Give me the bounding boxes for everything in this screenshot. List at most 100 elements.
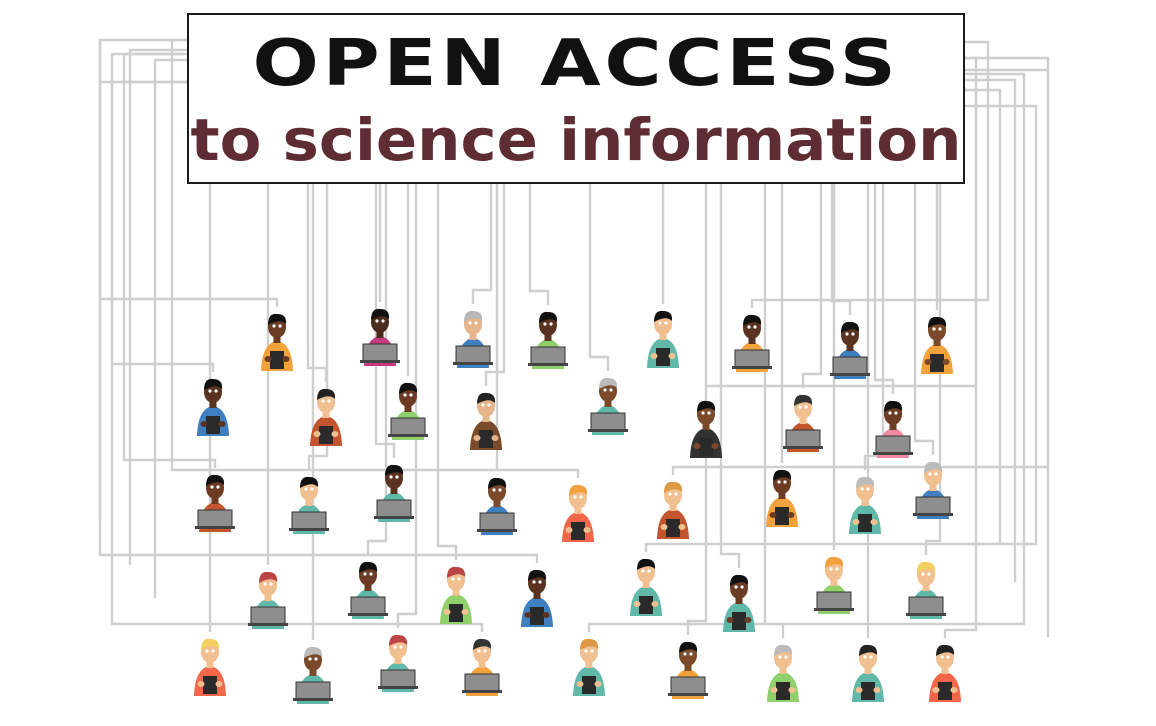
person-figure [348,561,388,619]
phone-icon [732,612,746,630]
laptop-icon [250,606,286,625]
connection-line [587,72,1026,632]
people-group [194,308,961,704]
connection-line [913,184,935,455]
phone-icon [582,676,596,694]
person-figure [562,484,594,542]
person-figure [830,321,870,379]
person-figure [732,314,772,372]
laptop-icon [197,509,233,528]
phone-icon [666,519,680,537]
laptop-icon [362,343,398,362]
connection-line [750,40,990,308]
phone-icon [639,596,653,614]
person-figure [195,474,235,532]
title-open-access: OPEN ACCESS [252,27,900,101]
phone-icon [203,676,217,694]
person-figure [453,310,493,368]
title-subtitle: to science information [190,106,962,174]
person-figure [477,477,517,535]
laptop-icon [464,673,500,692]
person-figure [668,641,708,699]
phone-icon [449,604,463,622]
person-figure [310,388,342,446]
phone-icon [656,348,670,366]
laptop-icon [875,435,911,454]
phone-icon [479,430,493,448]
connection-line [128,48,187,565]
person-figure [647,310,679,368]
phone-icon [571,522,585,540]
phone-icon [270,351,284,369]
person-figure [921,316,953,374]
connection-line [863,184,885,470]
person-figure [783,394,823,452]
phone-icon [530,607,544,625]
laptop-icon [908,596,944,615]
person-figure [913,461,953,519]
person-figure [573,638,605,696]
person-figure [766,469,798,527]
person-figure [657,481,689,539]
phone-icon [319,426,333,444]
connection-line [471,184,493,304]
person-figure [849,476,881,534]
person-figure [528,311,568,369]
person-figure [906,561,946,619]
phone-icon [930,354,944,372]
connection-line [965,78,1017,582]
connection-line [801,184,823,388]
connection-line [436,184,458,560]
laptop-icon [376,499,412,518]
phone-icon [776,682,790,700]
laptop-icon [785,429,821,448]
laptop-icon [590,412,626,431]
connection-line [528,184,550,305]
connection-line [965,88,1002,545]
person-figure [873,400,913,458]
person-figure [852,644,884,702]
laptop-icon [295,681,331,700]
connection-line [306,184,328,382]
person-figure [588,377,628,435]
person-figure [690,400,722,458]
laptop-icon [455,345,491,364]
person-figure [767,644,799,702]
person-figure [197,378,229,436]
connection-line [644,104,1038,552]
laptop-icon [530,346,566,365]
laptop-icon [479,512,515,531]
person-figure [360,308,400,366]
person-figure [470,392,502,450]
connection-line [588,184,610,371]
person-figure [289,476,329,534]
connection-line [98,38,187,522]
person-figure [723,574,755,632]
phone-icon [699,438,713,456]
person-figure [194,638,226,696]
phone-icon [858,514,872,532]
person-figure [374,464,414,522]
laptop-icon [816,591,852,610]
person-figure [388,382,428,440]
connection-line [763,184,785,638]
connection-line [830,184,852,315]
phone-icon [861,682,875,700]
person-figure [440,566,472,624]
person-figure [248,571,288,629]
laptop-icon [350,596,386,615]
person-figure [293,646,333,704]
laptop-icon [670,676,706,695]
connection-line [307,184,329,470]
phone-icon [206,416,220,434]
laptop-icon [291,511,327,530]
connection-line [965,68,1050,637]
laptop-icon [380,669,416,688]
person-figure [929,644,961,702]
person-figure [814,556,854,614]
laptop-icon [390,417,426,436]
connection-line [719,184,741,568]
connection-line [110,52,484,632]
title-banner: OPEN ACCESS to science information [187,13,965,184]
